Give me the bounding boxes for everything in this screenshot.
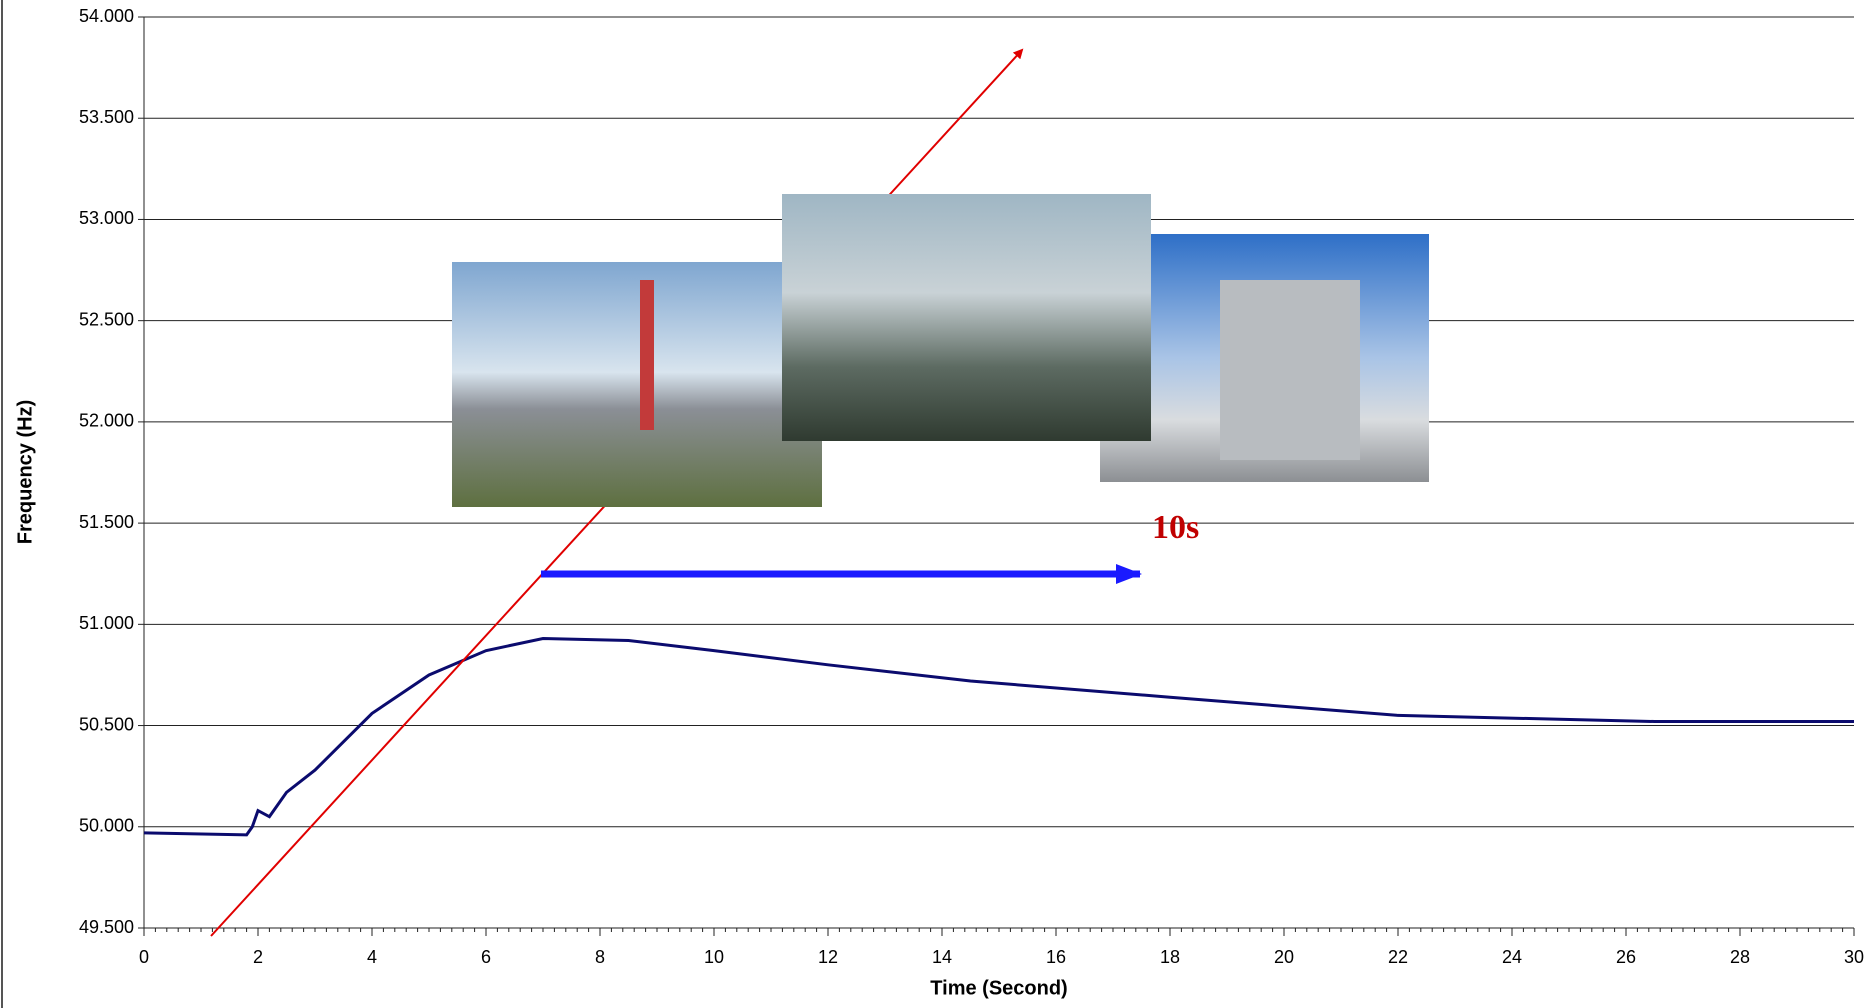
x-tick-label: 16: [1046, 947, 1066, 967]
y-tick-label: 54.000: [79, 6, 134, 26]
photo-power-plant: [452, 262, 822, 507]
x-tick-label: 24: [1502, 947, 1522, 967]
photo-chimney: [640, 280, 654, 430]
x-tick-label: 14: [932, 947, 952, 967]
y-tick-label: 53.500: [79, 107, 134, 127]
x-tick-label: 6: [481, 947, 491, 967]
y-tick-label: 51.000: [79, 613, 134, 633]
x-tick-label: 28: [1730, 947, 1750, 967]
y-tick-label: 52.500: [79, 309, 134, 329]
y-axis-title: Frequency (Hz): [14, 400, 36, 544]
x-tick-label: 8: [595, 947, 605, 967]
annotation: 10s: [1152, 509, 1199, 546]
x-tick-label: 10: [704, 947, 724, 967]
x-tick-label: 4: [367, 947, 377, 967]
photo-geothermal: [782, 194, 1151, 441]
x-tick-label: 22: [1388, 947, 1408, 967]
y-tick-label: 50.500: [79, 714, 134, 734]
x-tick-label: 0: [139, 947, 149, 967]
y-tick-label: 51.500: [79, 512, 134, 532]
x-tick-label: 30: [1844, 947, 1864, 967]
x-tick-label: 18: [1160, 947, 1180, 967]
x-tick-label: 26: [1616, 947, 1636, 967]
x-tick-label: 12: [818, 947, 838, 967]
series-line: [143, 637, 1854, 837]
x-tick-label: 2: [253, 947, 263, 967]
y-tick-label: 49.500: [79, 917, 134, 937]
x-axis-title: Time (Second): [930, 977, 1067, 999]
y-tick-label: 52.000: [79, 411, 134, 431]
x-tick-label: 20: [1274, 947, 1294, 967]
y-tick-label: 53.000: [79, 208, 134, 228]
photo-turbine-unit: [1220, 280, 1360, 460]
y-tick-label: 50.000: [79, 816, 134, 836]
